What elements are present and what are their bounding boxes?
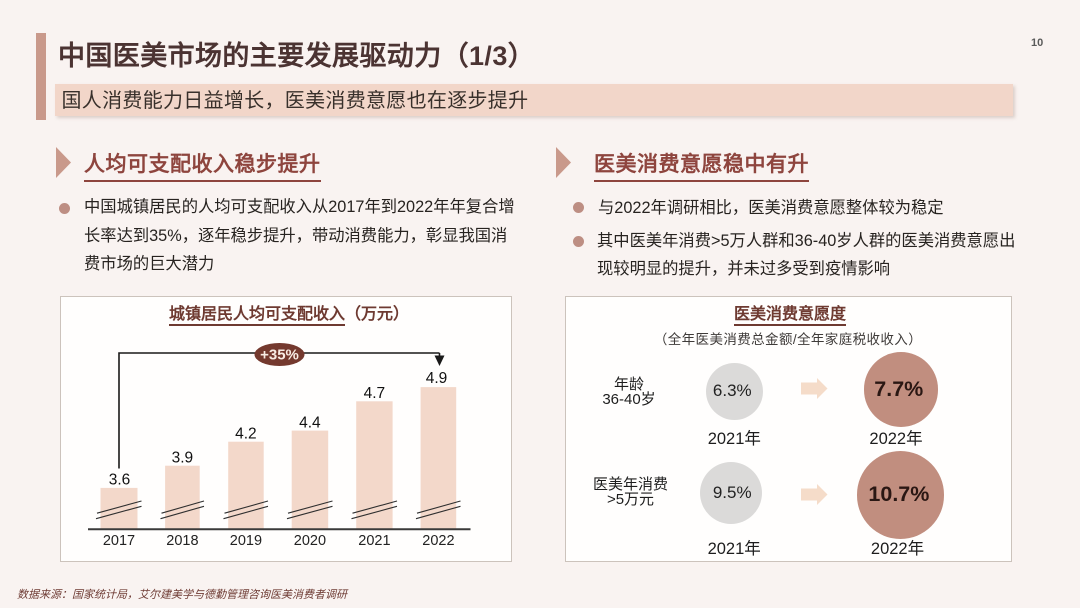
svg-text:2021: 2021: [358, 533, 390, 549]
svg-text:4.4: 4.4: [299, 414, 321, 431]
svg-text:4.7: 4.7: [363, 385, 385, 402]
svg-text:2017: 2017: [102, 533, 134, 549]
svg-text:4.2: 4.2: [235, 425, 257, 442]
svg-text:2022: 2022: [422, 533, 454, 549]
svg-text:3.6: 3.6: [108, 471, 130, 488]
svg-text:4.9: 4.9: [425, 369, 447, 386]
svg-text:2020: 2020: [293, 533, 325, 549]
svg-text:+35%: +35%: [260, 346, 299, 363]
svg-text:2019: 2019: [229, 533, 261, 549]
svg-text:2018: 2018: [166, 533, 198, 549]
svg-text:3.9: 3.9: [171, 449, 193, 466]
